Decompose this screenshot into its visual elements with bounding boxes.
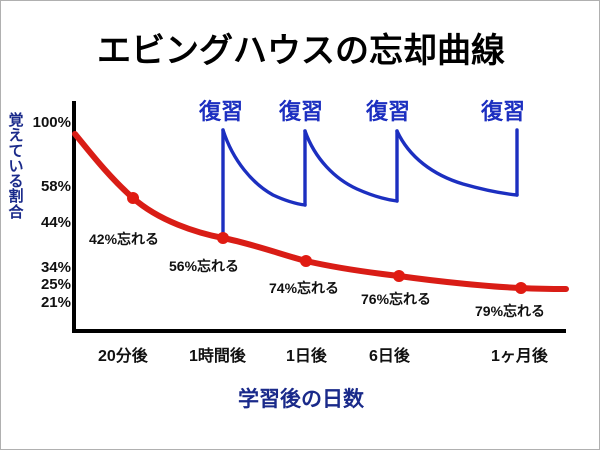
y-tick-label-25: 25% [40, 276, 71, 293]
y-axis-title-char: る [8, 173, 24, 191]
y-axis-title-char: え [8, 127, 24, 145]
review-decay-1 [221, 128, 307, 207]
annotation-forget-56: 56%忘れる [169, 258, 240, 274]
data-point-markers [127, 192, 527, 294]
review-label-1: 復習 [199, 99, 244, 124]
data-point-1month [515, 282, 527, 294]
y-tick-label-34: 34% [40, 259, 71, 276]
data-point-1hour [217, 232, 229, 244]
data-point-20min [127, 192, 139, 204]
review-decay-2 [303, 129, 399, 203]
annotation-forget-42: 42%忘れる [89, 231, 160, 247]
review-decay-3 [395, 129, 519, 197]
y-axis-title: 覚 え て い る 割 合 [5, 113, 27, 220]
review-label-3: 復習 [366, 99, 411, 124]
x-tick-label-6days: 6日後 [369, 348, 410, 365]
y-axis-title-char: 覚 [8, 112, 24, 129]
data-point-6days [393, 270, 405, 282]
y-axis-title-char: 割 [8, 188, 24, 206]
annotation-forget-76: 76%忘れる [361, 291, 432, 307]
review-curve-group [221, 128, 519, 240]
y-tick-label-100: 100% [32, 114, 71, 131]
data-point-1day [300, 255, 312, 267]
review-label-2: 復習 [279, 99, 324, 124]
x-tick-label-1day: 1日後 [286, 348, 327, 365]
y-tick-label-21: 21% [40, 294, 71, 311]
y-axis-title-char: い [8, 157, 24, 175]
review-label-4: 復習 [481, 99, 526, 124]
annotation-forget-79: 79%忘れる [475, 303, 546, 319]
y-axis-title-char: 合 [8, 203, 24, 221]
y-tick-label-44: 44% [40, 214, 71, 231]
y-tick-label-58: 58% [40, 178, 71, 195]
annotation-forget-74: 74%忘れる [269, 280, 340, 296]
x-tick-label-20min: 20分後 [98, 348, 148, 365]
x-axis-title: 学習後の日数 [238, 388, 364, 411]
page-title: エビングハウスの忘却曲線 [97, 32, 505, 70]
x-tick-label-1month: 1ヶ月後 [491, 348, 548, 365]
x-tick-label-1hour: 1時間後 [189, 348, 246, 365]
y-axis-title-char: て [8, 142, 24, 160]
